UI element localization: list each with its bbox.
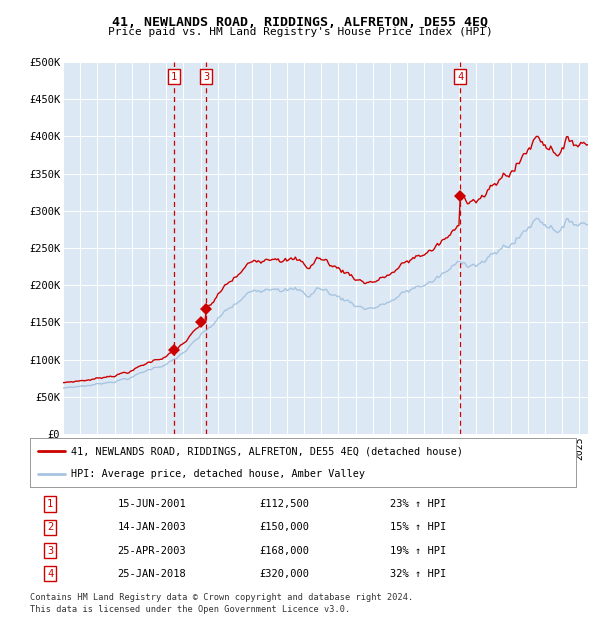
Text: £320,000: £320,000 bbox=[259, 569, 310, 579]
Text: 4: 4 bbox=[47, 569, 53, 579]
Text: Contains HM Land Registry data © Crown copyright and database right 2024.: Contains HM Land Registry data © Crown c… bbox=[30, 593, 413, 602]
Text: 1: 1 bbox=[47, 499, 53, 509]
Text: £112,500: £112,500 bbox=[259, 499, 310, 509]
Text: This data is licensed under the Open Government Licence v3.0.: This data is licensed under the Open Gov… bbox=[30, 604, 350, 614]
Text: £168,000: £168,000 bbox=[259, 546, 310, 556]
Text: 25-APR-2003: 25-APR-2003 bbox=[118, 546, 186, 556]
Text: £150,000: £150,000 bbox=[259, 522, 310, 532]
Text: Price paid vs. HM Land Registry's House Price Index (HPI): Price paid vs. HM Land Registry's House … bbox=[107, 27, 493, 37]
Text: 23% ↑ HPI: 23% ↑ HPI bbox=[391, 499, 446, 509]
Text: 14-JAN-2003: 14-JAN-2003 bbox=[118, 522, 186, 532]
Text: 15-JUN-2001: 15-JUN-2001 bbox=[118, 499, 186, 509]
Text: 15% ↑ HPI: 15% ↑ HPI bbox=[391, 522, 446, 532]
Text: 3: 3 bbox=[203, 72, 209, 82]
Text: 32% ↑ HPI: 32% ↑ HPI bbox=[391, 569, 446, 579]
Text: 4: 4 bbox=[457, 72, 463, 82]
Text: 41, NEWLANDS ROAD, RIDDINGS, ALFRETON, DE55 4EQ: 41, NEWLANDS ROAD, RIDDINGS, ALFRETON, D… bbox=[112, 16, 488, 29]
Text: 19% ↑ HPI: 19% ↑ HPI bbox=[391, 546, 446, 556]
Text: 25-JAN-2018: 25-JAN-2018 bbox=[118, 569, 186, 579]
Text: 2: 2 bbox=[47, 522, 53, 532]
Text: 3: 3 bbox=[47, 546, 53, 556]
Text: 41, NEWLANDS ROAD, RIDDINGS, ALFRETON, DE55 4EQ (detached house): 41, NEWLANDS ROAD, RIDDINGS, ALFRETON, D… bbox=[71, 446, 463, 456]
Text: HPI: Average price, detached house, Amber Valley: HPI: Average price, detached house, Ambe… bbox=[71, 469, 365, 479]
Text: 1: 1 bbox=[171, 72, 178, 82]
